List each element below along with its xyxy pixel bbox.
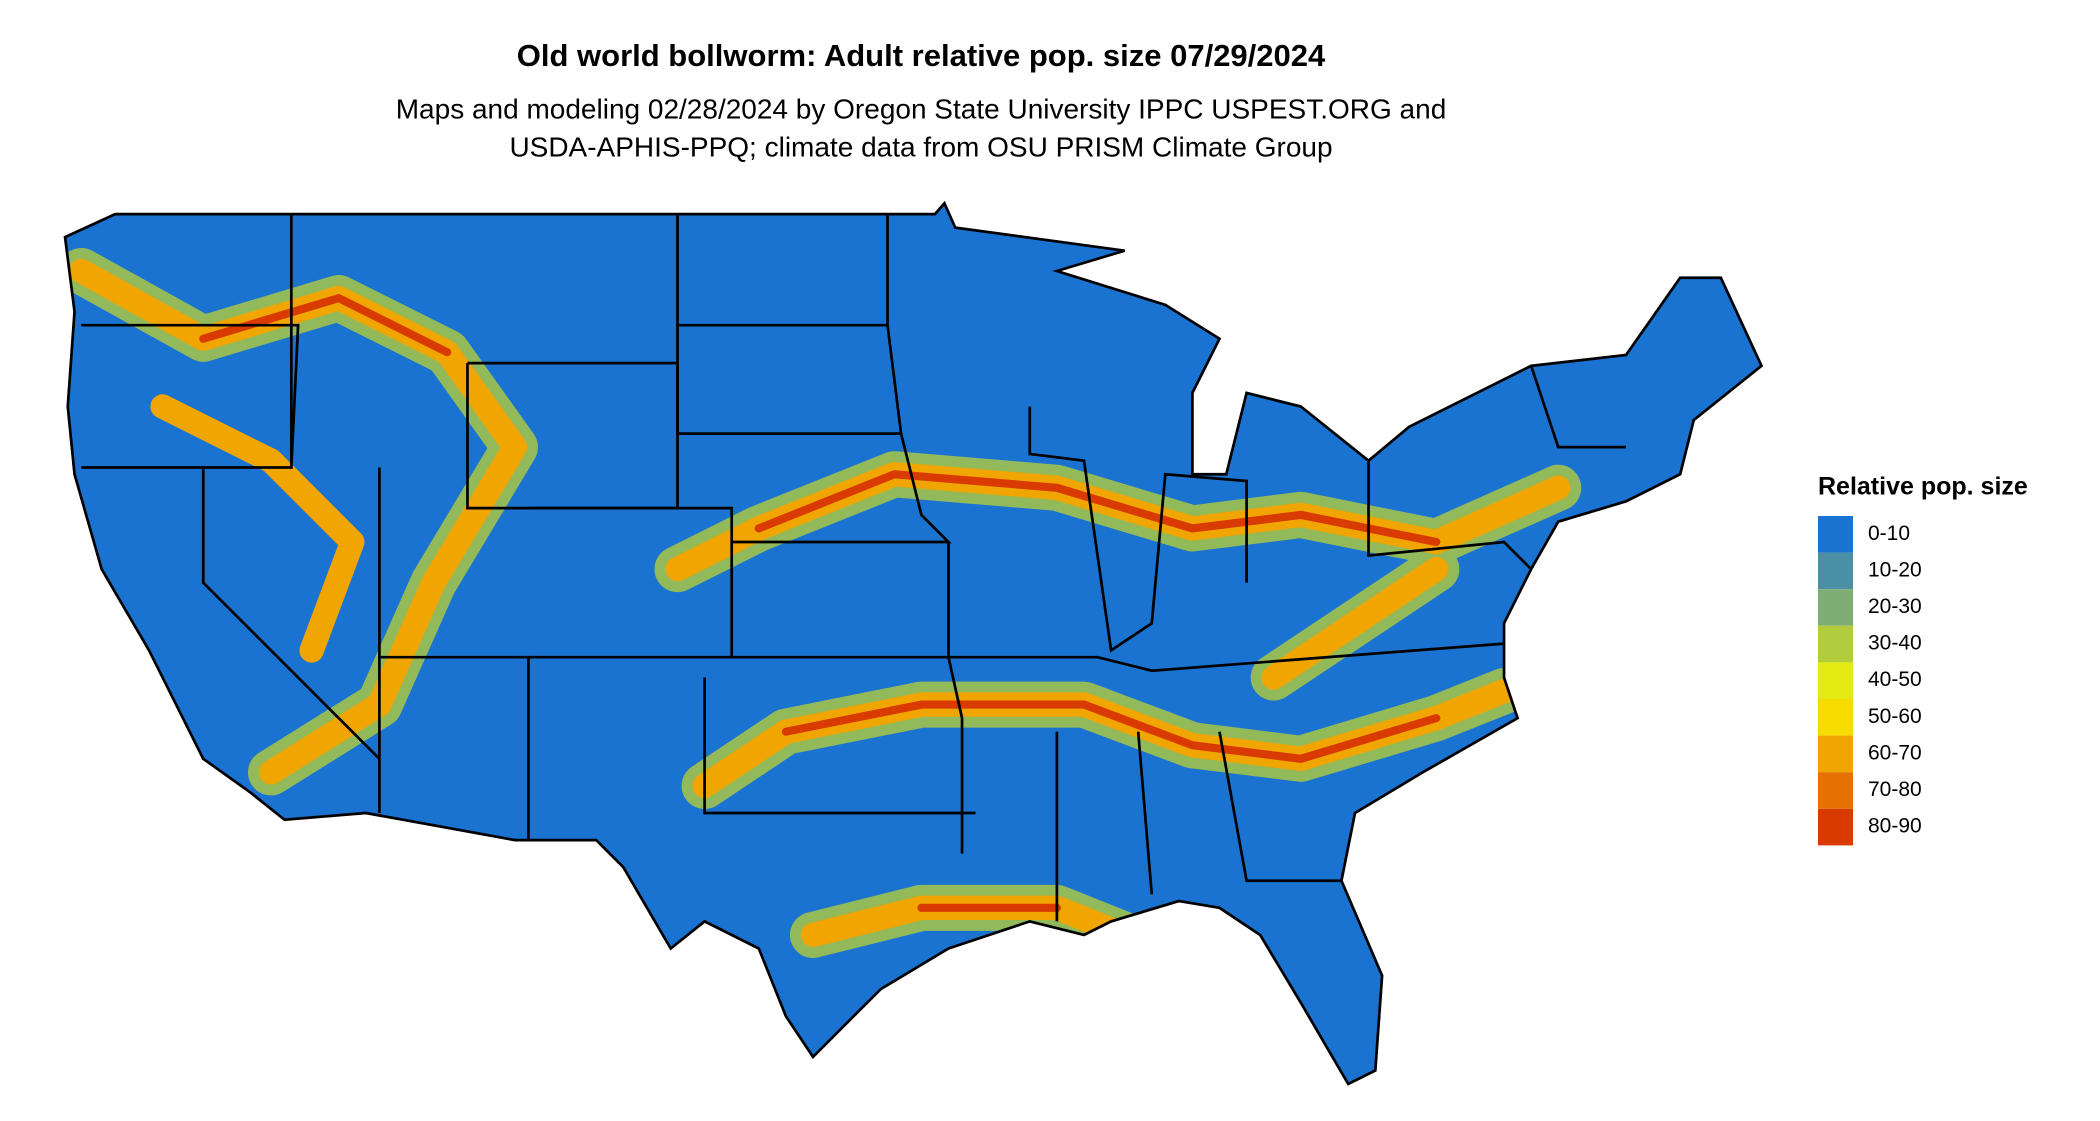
legend-label: 50-60 bbox=[1868, 705, 1922, 728]
legend-label: 70-80 bbox=[1868, 778, 1922, 801]
legend-swatch bbox=[1818, 735, 1853, 773]
map-subtitle: Maps and modeling 02/28/2024 by Oregon S… bbox=[396, 93, 1447, 124]
legend-label: 20-30 bbox=[1868, 595, 1922, 618]
legend-swatch bbox=[1818, 589, 1853, 626]
legend-swatch bbox=[1818, 625, 1853, 663]
legend-swatch bbox=[1818, 699, 1853, 736]
legend-label: 60-70 bbox=[1868, 741, 1922, 764]
us-map bbox=[63, 200, 1764, 1086]
legend-label: 80-90 bbox=[1868, 815, 1922, 838]
legend-label: 40-50 bbox=[1868, 668, 1922, 691]
map-title: Old world bollworm: Adult relative pop. … bbox=[517, 38, 1326, 73]
legend-label: 0-10 bbox=[1868, 522, 1910, 545]
legend-swatch bbox=[1818, 516, 1853, 553]
legend-title: Relative pop. size bbox=[1818, 473, 2028, 501]
map-subtitle: USDA-APHIS-PPQ; climate data from OSU PR… bbox=[509, 131, 1332, 162]
legend-swatch bbox=[1818, 808, 1853, 846]
legend-swatch bbox=[1818, 772, 1853, 809]
state-borders bbox=[63, 200, 1764, 1086]
legend-swatch bbox=[1818, 662, 1853, 699]
legend-label: 10-20 bbox=[1868, 558, 1922, 581]
legend: 0-10 10-20 20-30 30-40 40-50 50-60 60-70 70-80 8… bbox=[1818, 516, 1922, 846]
legend-label: 30-40 bbox=[1868, 632, 1922, 655]
legend-swatch bbox=[1818, 552, 1853, 590]
